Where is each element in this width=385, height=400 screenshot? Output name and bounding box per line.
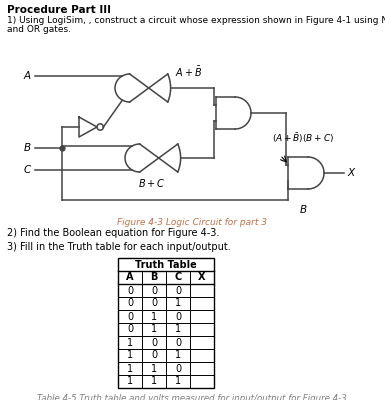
Text: 3) Fill in the Truth table for each input/output.: 3) Fill in the Truth table for each inpu… [7, 242, 231, 252]
Text: 0: 0 [151, 298, 157, 308]
Text: C: C [24, 165, 31, 175]
Text: X: X [198, 272, 206, 282]
Text: Figure 4-3 Logic Circuit for part 3: Figure 4-3 Logic Circuit for part 3 [117, 218, 267, 227]
Text: A: A [24, 71, 31, 81]
Text: 1: 1 [175, 324, 181, 334]
Text: Table 4-5 Truth table and volts measured for input/output for Figure 4-3: Table 4-5 Truth table and volts measured… [37, 394, 347, 400]
Text: A: A [126, 272, 134, 282]
Bar [118, 258, 214, 388]
Text: 0: 0 [175, 312, 181, 322]
Text: 0: 0 [127, 312, 133, 322]
Text: 1) Using LogiSim, , construct a circuit whose expression shown in Figure 4-1 usi: 1) Using LogiSim, , construct a circuit … [7, 16, 385, 25]
Text: 2) Find the Boolean equation for Figure 4-3.: 2) Find the Boolean equation for Figure … [7, 228, 219, 238]
Text: $A+\bar{B}$: $A+\bar{B}$ [175, 65, 202, 79]
Text: 1: 1 [151, 376, 157, 386]
Text: B: B [300, 205, 306, 215]
Text: X: X [347, 168, 354, 178]
Text: Procedure Part III: Procedure Part III [7, 5, 111, 15]
Text: 0: 0 [175, 338, 181, 348]
Text: $B+C$: $B+C$ [138, 177, 166, 189]
Text: $(A+\bar{B})(B+C)$: $(A+\bar{B})(B+C)$ [272, 131, 334, 145]
Text: 1: 1 [151, 324, 157, 334]
Text: 0: 0 [151, 338, 157, 348]
Text: 1: 1 [151, 364, 157, 374]
Text: 1: 1 [127, 350, 133, 360]
Text: 0: 0 [127, 324, 133, 334]
Text: 1: 1 [151, 312, 157, 322]
Text: 0: 0 [175, 286, 181, 296]
Text: 0: 0 [127, 286, 133, 296]
Text: 1: 1 [127, 376, 133, 386]
Text: 0: 0 [151, 286, 157, 296]
Text: 1: 1 [175, 350, 181, 360]
Text: and OR gates.: and OR gates. [7, 25, 71, 34]
Text: Truth Table: Truth Table [135, 260, 197, 270]
Text: B: B [150, 272, 158, 282]
Text: C: C [174, 272, 182, 282]
Text: B: B [24, 143, 31, 153]
Text: 0: 0 [151, 350, 157, 360]
Text: 1: 1 [175, 376, 181, 386]
Text: 1: 1 [175, 298, 181, 308]
Text: 0: 0 [127, 298, 133, 308]
Text: 1: 1 [127, 364, 133, 374]
Text: 0: 0 [175, 364, 181, 374]
Text: 1: 1 [127, 338, 133, 348]
